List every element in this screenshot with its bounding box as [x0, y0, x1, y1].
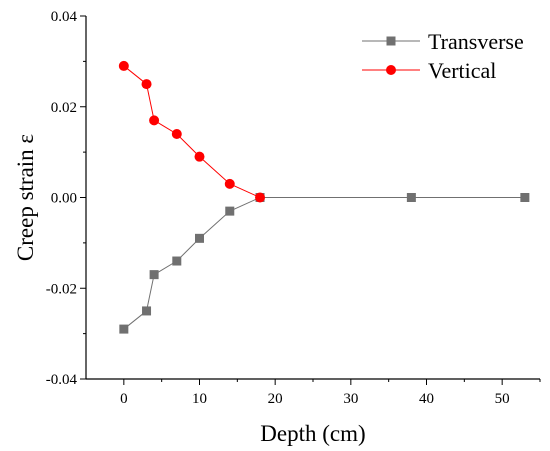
x-tick-label: 10: [192, 391, 207, 407]
data-point: [172, 256, 182, 266]
data-point: [171, 128, 182, 139]
legend-marker: [386, 65, 396, 75]
series-line: [123, 197, 525, 330]
legend-label: Transverse: [428, 29, 524, 54]
data-point: [142, 306, 152, 316]
x-tick-label: 0: [120, 391, 128, 407]
legend: Transverse Vertical: [362, 29, 524, 83]
series-layer: [118, 60, 530, 334]
y-tick-label: 0.00: [51, 191, 77, 207]
y-tick-label: 0.02: [51, 100, 77, 116]
tick-group: 0 10 20 30 40 50 -0.04 -0.02 0.00 0.02 0.04: [46, 9, 541, 407]
data-point: [149, 115, 160, 126]
y-tick-label: 0.04: [51, 9, 78, 25]
y-tick-label: -0.04: [46, 372, 78, 388]
x-tick-label: 20: [268, 391, 283, 407]
data-point: [119, 324, 129, 334]
legend-marker: [386, 36, 396, 46]
data-point: [118, 60, 129, 71]
x-tick-label: 50: [495, 391, 510, 407]
data-point: [224, 178, 235, 189]
data-point: [141, 79, 152, 90]
data-point: [406, 193, 416, 202]
x-tick-label: 40: [419, 391, 434, 407]
series-vertical: [118, 60, 266, 203]
data-point: [194, 151, 205, 162]
data-point: [225, 206, 235, 216]
y-axis-title: Creep strain ε: [13, 134, 38, 261]
x-tick-label: 30: [343, 391, 358, 407]
data-point: [255, 192, 266, 203]
data-point: [195, 233, 204, 243]
data-point: [149, 270, 159, 280]
y-tick-label: -0.02: [46, 281, 77, 297]
legend-label: Vertical: [428, 58, 496, 83]
data-point: [520, 193, 530, 202]
series-transverse: [119, 193, 530, 334]
x-axis-title: Depth (cm): [260, 421, 365, 446]
